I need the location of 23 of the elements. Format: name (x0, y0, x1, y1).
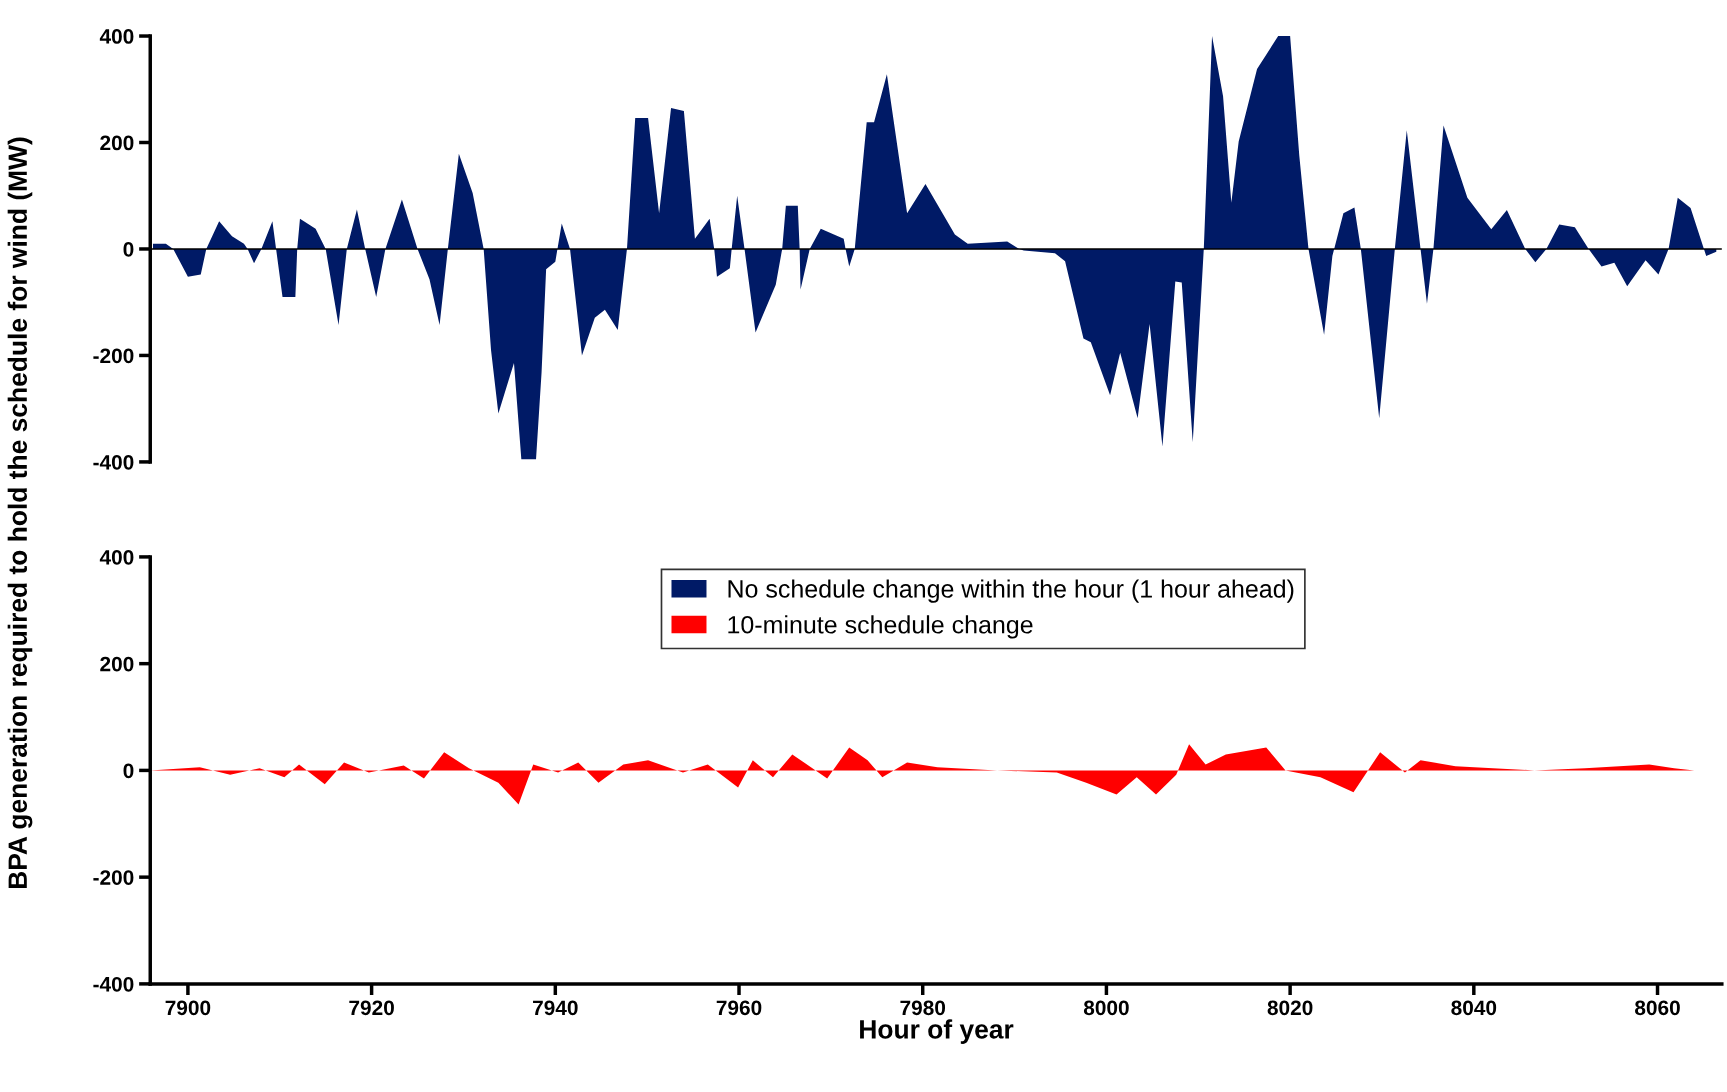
x-axis-title: Hour of year (860, 1019, 1014, 1044)
y-tick-label: 0 (123, 241, 134, 257)
legend-label: No schedule change within the hour (1 hour ahead) (728, 579, 1294, 603)
x-tick-label: 7900 (165, 1000, 211, 1016)
x-tick-label: 8040 (1451, 1000, 1497, 1016)
y-tick-label: 0 (123, 763, 134, 779)
y-tick-label: -200 (93, 870, 134, 885)
x-tick-label: 7980 (900, 1000, 946, 1016)
y-tick-label: 400 (99, 29, 134, 44)
y-tick-label: 200 (100, 656, 134, 672)
y-tick-label: 200 (100, 135, 134, 151)
x-tick-label: 8060 (1635, 1000, 1680, 1016)
x-tick-label: 8020 (1267, 1000, 1313, 1016)
x-tick-label: 8000 (1083, 1000, 1129, 1016)
y-axis-title: BPA generation required to hold the schedule for wind (MW) (7, 137, 33, 889)
x-tick-label: 7920 (349, 1000, 394, 1016)
y-tick-label: -200 (93, 348, 134, 364)
y-tick-label: -400 (93, 454, 134, 470)
x-tick-label: 7940 (533, 1000, 578, 1016)
legend-label: 10-minute schedule change (728, 615, 1033, 639)
y-tick-label: -400 (93, 976, 134, 992)
y-tick-label: 400 (99, 549, 134, 565)
x-tick-label: 7960 (716, 1000, 762, 1016)
